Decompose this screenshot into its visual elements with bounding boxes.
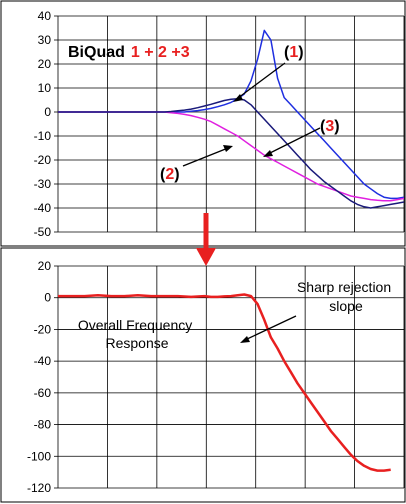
annotation-3-open: (	[320, 118, 326, 135]
annotation-3: (3)	[320, 118, 340, 135]
bottom-annotation-left-line1: Overall Frequency	[78, 317, 192, 333]
top-y-tick-label: -50	[34, 225, 52, 239]
top-title: BiQuad 1 + 2 +3	[68, 44, 190, 61]
top-y-tick-label: -20	[34, 153, 52, 167]
bottom-y-tick-label: -40	[34, 354, 52, 368]
bottom-y-tick-label: -120	[27, 481, 51, 495]
bottom-panel-frame	[0, 247, 406, 503]
annotation-3-num: 3	[325, 118, 334, 135]
annotation-1-close: )	[298, 44, 303, 61]
annotation-3-arrowhead	[263, 150, 273, 157]
bottom-y-tick-label: 0	[44, 291, 51, 305]
bottom-series-lines	[58, 293, 391, 472]
top-series-lines	[58, 29, 405, 209]
top-panel-frame	[0, 0, 406, 247]
top-y-tick-label: -40	[34, 201, 52, 215]
bottom-annotation-right-line2: slope	[329, 298, 363, 314]
bottom-y-tick-label: -100	[27, 449, 51, 463]
top-y-tick-label: 40	[38, 9, 52, 23]
top-y-tick-label: 20	[38, 57, 52, 71]
annotation-1-arrow-line	[237, 62, 286, 99]
bottom-annotation-arrow-line	[244, 315, 297, 341]
top-title-highlight: 1 + 2 +3	[131, 44, 190, 61]
bottom-annotation-left: Overall Frequency Response	[78, 317, 196, 351]
bottom-annotation-right: Sharp rejection slope	[297, 279, 395, 314]
bottom-y-tick-label: 20	[38, 259, 52, 273]
bottom-annotation-right-line1: Sharp rejection	[297, 279, 391, 295]
annotation-2-arrowhead	[223, 145, 233, 152]
annotation-1-num: 1	[289, 44, 298, 61]
annotation-1-open: (	[284, 44, 290, 61]
annotation-2-num: 2	[165, 166, 174, 183]
annotation-2-open: (	[160, 166, 166, 183]
annotation-2: (2)	[160, 166, 180, 183]
top-y-tick-label: -10	[34, 129, 52, 143]
annotation-2-close: )	[174, 166, 179, 183]
bottom-y-tick-label: -80	[34, 418, 52, 432]
top-series-line-3	[58, 98, 405, 209]
annotation-2-arrow-line	[182, 147, 229, 167]
panel-connector-arrowhead	[196, 248, 216, 266]
annotation-1: (1)	[284, 44, 304, 61]
bottom-series-line-1	[58, 293, 391, 472]
bottom-annotation-arrowhead	[240, 336, 250, 343]
top-y-tick-label: -30	[34, 177, 52, 191]
bottom-plot-grid	[54, 265, 405, 489]
top-title-prefix: BiQuad	[68, 44, 125, 61]
bottom-y-tick-label: -60	[34, 386, 52, 400]
top-y-tick-label: 0	[44, 105, 51, 119]
top-y-tick-labels: 40 30 20 10 0 -10 -20 -30 -40 -50	[34, 9, 52, 239]
annotation-1-arrowhead	[233, 94, 243, 102]
top-y-tick-label: 10	[38, 81, 52, 95]
top-y-tick-label: 30	[38, 33, 52, 47]
bottom-y-tick-label: -20	[34, 322, 52, 336]
bottom-annotation-left-line2: Response	[105, 335, 168, 351]
bottom-y-tick-labels: 20 0 -20 -40 -60 -80 -100 -120	[27, 259, 51, 495]
annotation-3-close: )	[334, 118, 339, 135]
annotation-3-arrow-line	[267, 127, 321, 155]
